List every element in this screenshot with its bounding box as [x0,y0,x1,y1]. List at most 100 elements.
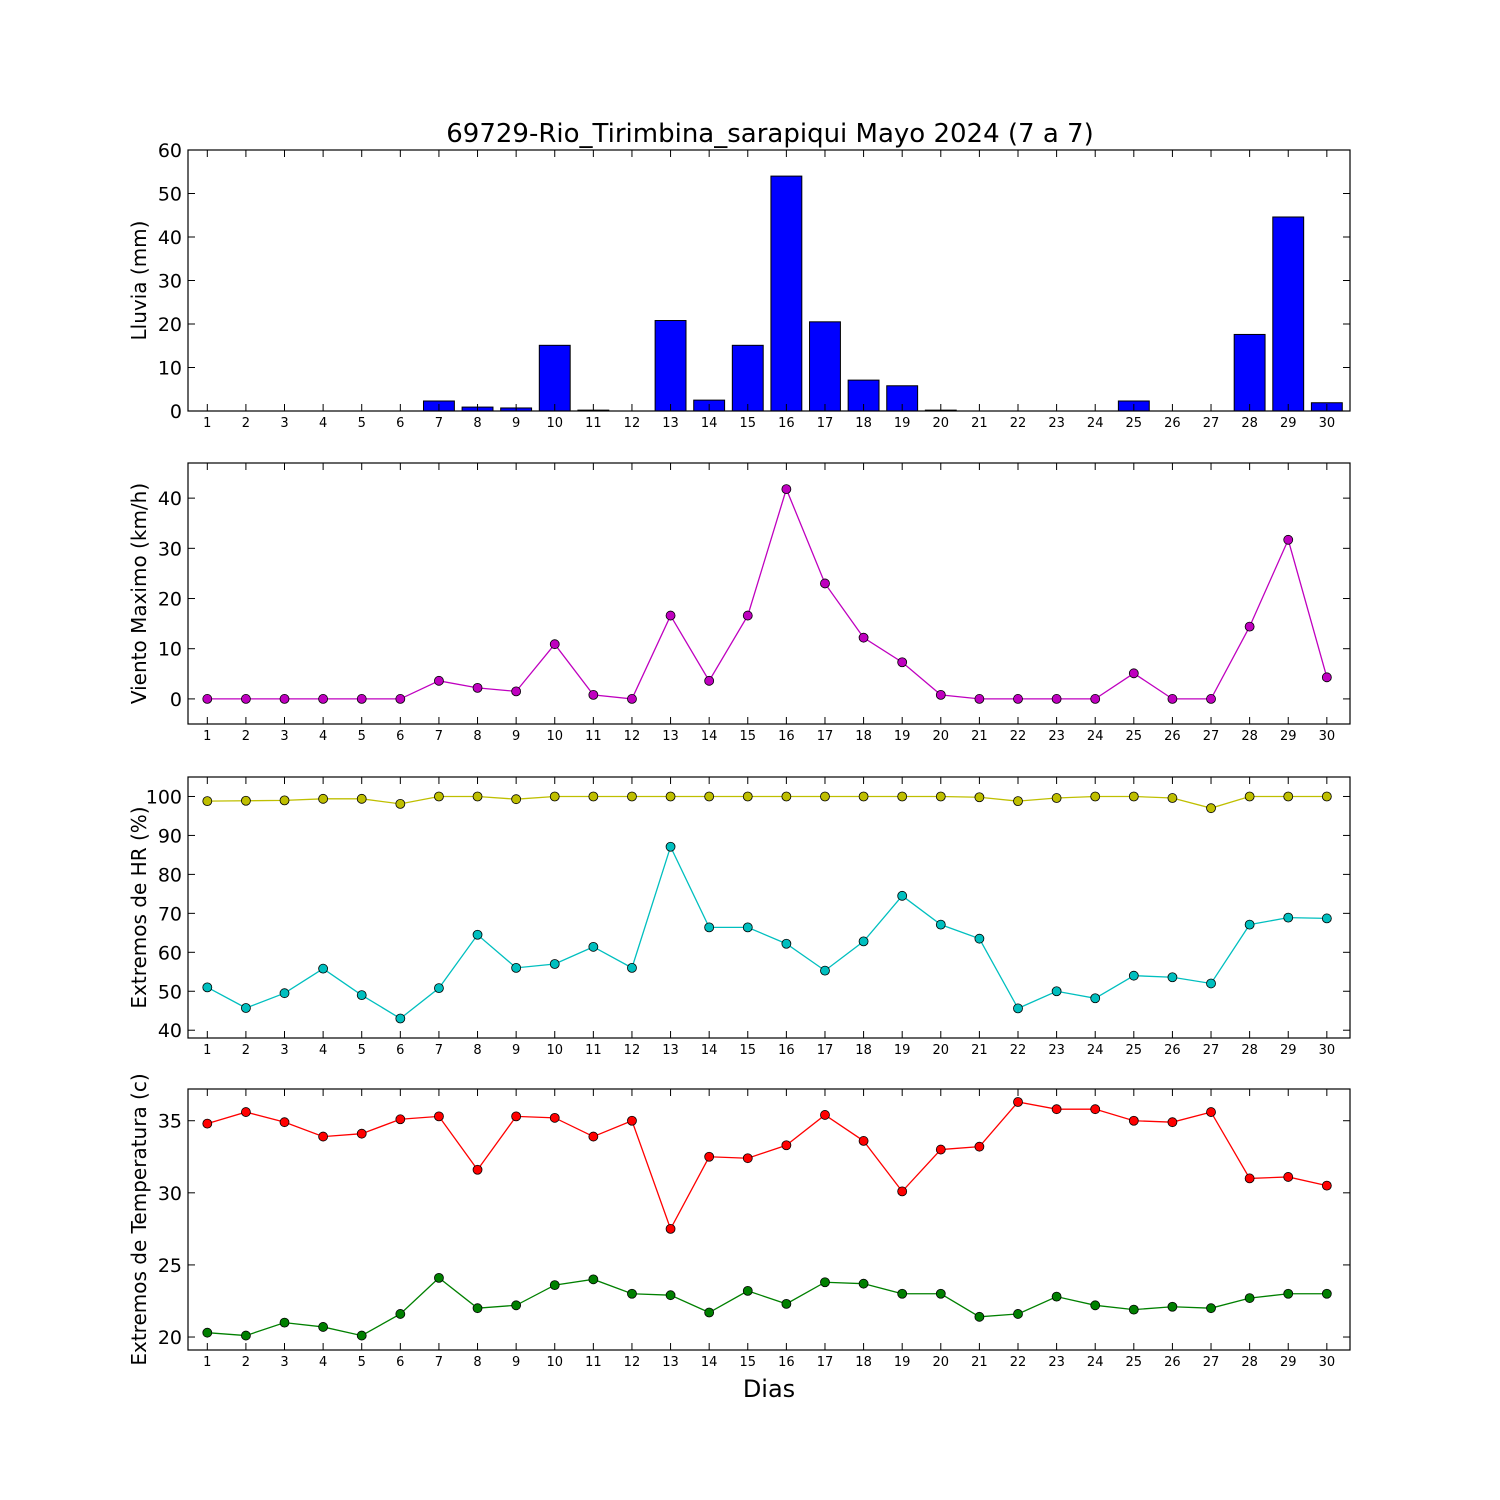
point-s2-day-25 [1128,1304,1139,1315]
y-tick-label: 50 [158,981,182,1003]
chart-title: 69729-Rio_Tirimbina_sarapiqui Mayo 2024 … [446,119,1093,149]
point-s1-day-28 [1244,1173,1255,1184]
x-tick-label: 14 [701,729,718,744]
point-s2-day-30 [1321,913,1332,924]
point-s1-day-12 [627,694,637,704]
point-s1-day-25 [1128,1115,1139,1126]
point-s1-day-19 [897,1186,908,1197]
point-s2-day-30 [1321,1288,1332,1299]
x-tick-label: 27 [1203,729,1220,744]
point-s1-day-23 [1051,694,1062,704]
point-s2-day-12 [627,1288,637,1299]
y-tick-label: 60 [158,140,182,162]
point-s2-day-3 [279,988,290,999]
point-s2-day-8 [472,929,483,940]
x-tick-label: 8 [473,729,481,744]
point-s2-day-16 [781,938,792,949]
point-s2-day-23 [1051,986,1062,997]
point-s1-day-6 [395,1114,406,1125]
x-tick-label: 13 [662,1355,679,1370]
point-s1-day-9 [511,686,522,697]
x-tick-label: 5 [358,729,366,744]
point-s1-day-21 [974,1141,985,1152]
x-tick-label: 25 [1126,1043,1143,1058]
point-s1-day-16 [781,484,792,495]
axes-frame [187,462,1351,725]
point-s2-day-10 [549,1280,560,1291]
x-tick-label: 19 [894,729,911,744]
point-s1-day-18 [858,1136,869,1146]
x-tick-label: 21 [971,1043,988,1058]
y-axis-label: Viento Maximo (km/h) [127,483,151,704]
point-s1-day-9 [511,1111,522,1122]
point-s1-day-18 [858,632,869,643]
point-s2-day-12 [627,962,637,973]
point-s1-day-9 [511,794,522,805]
point-s2-day-1 [202,982,213,993]
point-s2-day-21 [974,1311,985,1322]
series-line-2 [206,844,1327,1020]
point-s1-day-2 [241,1107,251,1117]
point-s1-day-10 [549,1112,560,1123]
x-tick-label: 16 [778,729,795,744]
bar-day-28 [1233,333,1266,412]
point-s2-day-13 [665,841,676,852]
point-s2-day-5 [356,1330,367,1341]
x-tick-label: 4 [319,729,327,744]
x-tick-label: 2 [242,1355,250,1370]
x-tick-label: 2 [242,1043,250,1058]
x-tick-label: 1 [203,1355,211,1370]
point-s2-day-19 [897,890,908,901]
point-s1-day-22 [1013,796,1023,807]
x-tick-label: 12 [624,1355,641,1370]
x-tick-label: 10 [546,729,563,744]
x-tick-label: 27 [1203,1355,1220,1370]
point-s1-day-23 [1051,1104,1062,1115]
y-axis-label: Lluvia (mm) [127,221,151,341]
x-tick-label: 10 [546,416,563,431]
x-tick-label: 14 [701,416,718,431]
x-tick-label: 28 [1241,416,1258,431]
x-tick-label: 20 [933,1355,950,1370]
point-s2-day-8 [472,1303,483,1314]
x-tick-label: 18 [855,416,872,431]
point-s1-day-29 [1283,791,1294,802]
axes-frame [187,149,1351,412]
point-s2-day-2 [241,1003,251,1013]
bar-day-15 [731,344,764,412]
x-tick-label: 3 [280,1355,288,1370]
point-s1-day-20 [935,791,946,802]
point-s1-day-22 [1013,1097,1023,1107]
x-tick-label: 7 [435,729,443,744]
x-tick-label: 28 [1241,729,1258,744]
x-tick-label: 8 [473,1043,481,1058]
point-s1-day-26 [1167,793,1178,803]
point-s1-day-16 [781,1140,792,1151]
point-s1-day-11 [588,1131,599,1142]
x-tick-label: 5 [358,1355,366,1370]
point-s2-day-1 [202,1327,213,1338]
point-s2-day-28 [1244,919,1255,930]
point-s2-day-4 [318,1322,329,1332]
point-s1-day-10 [549,639,560,650]
x-tick-label: 21 [971,416,988,431]
x-tick-label: 7 [435,416,443,431]
x-tick-label: 29 [1280,729,1297,744]
x-tick-label: 30 [1319,1355,1336,1370]
x-tick-label: 12 [624,729,641,744]
x-tick-label: 5 [358,416,366,431]
point-s2-day-7 [434,983,444,994]
y-tick-label: 0 [170,689,182,711]
point-s1-day-21 [974,694,985,704]
point-s1-day-20 [935,1144,946,1155]
x-tick-label: 15 [739,1043,756,1058]
point-s1-day-17 [820,791,830,802]
point-s1-day-25 [1128,791,1139,802]
x-tick-label: 9 [512,729,520,744]
point-s1-day-23 [1051,793,1062,803]
point-s2-day-15 [742,1285,753,1296]
x-tick-label: 19 [894,1043,911,1058]
